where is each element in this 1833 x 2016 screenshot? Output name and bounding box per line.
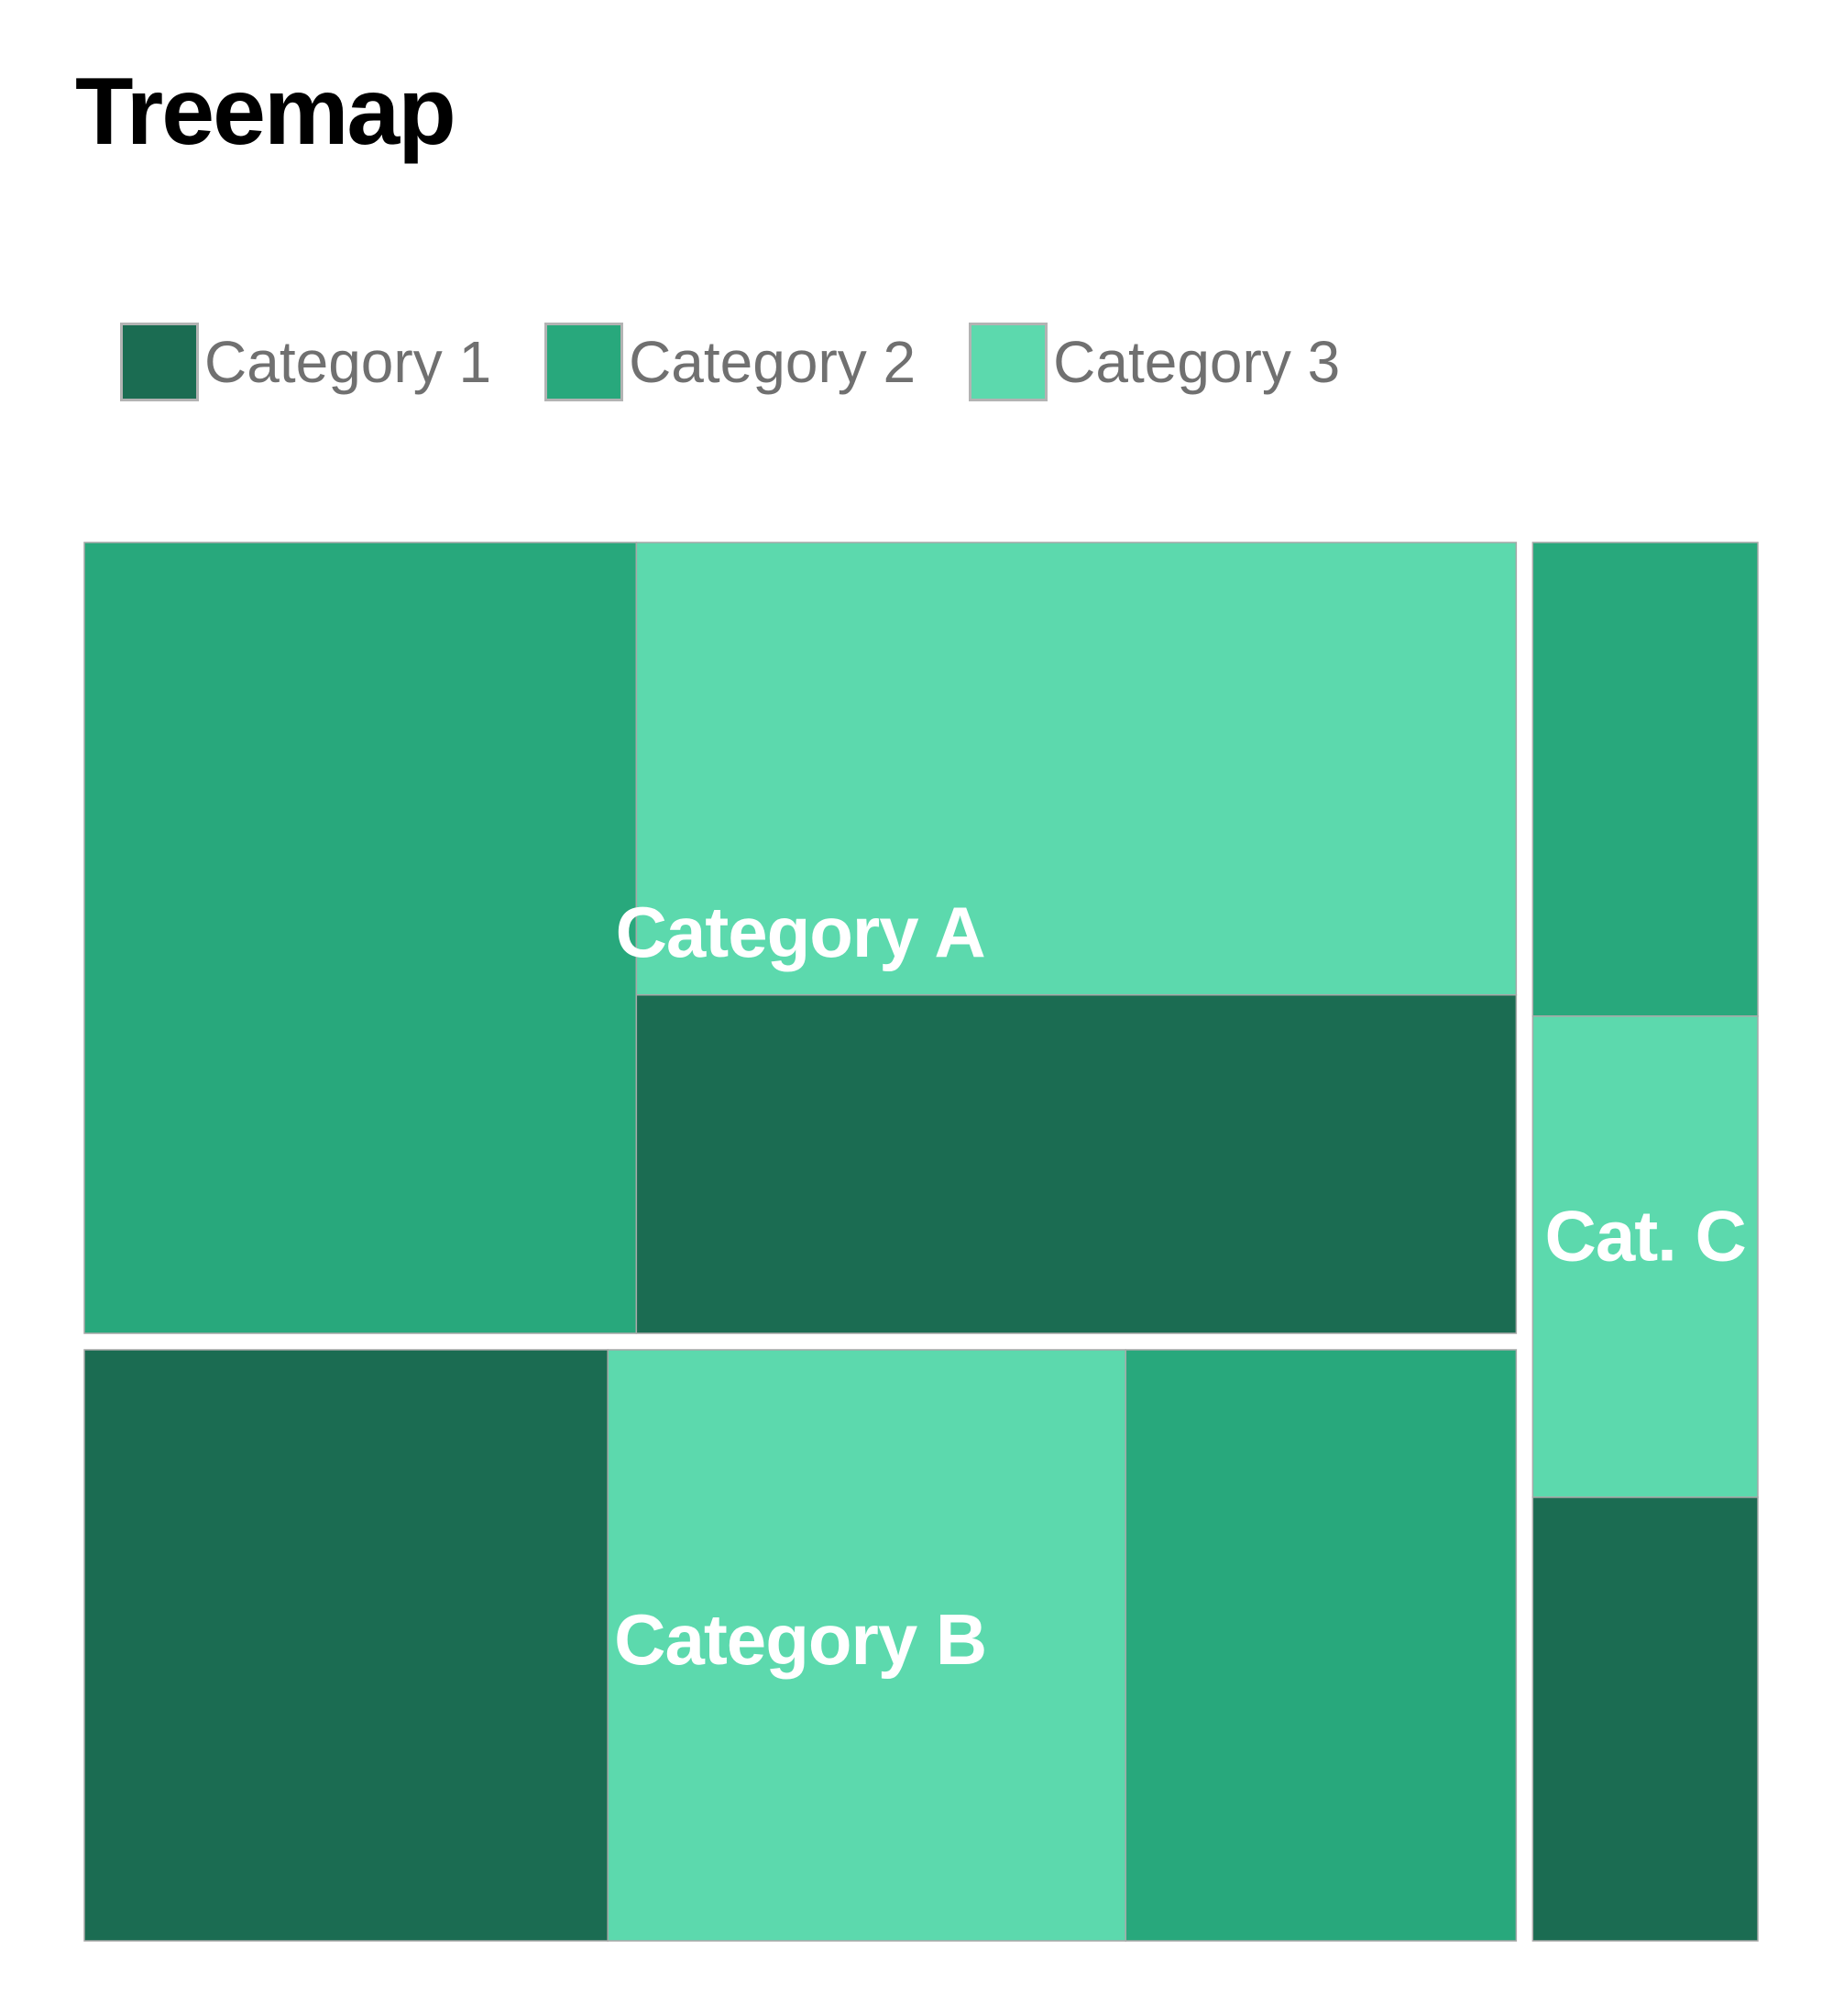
legend-label-category-2: Category 2 (629, 329, 916, 395)
cell-category-b-category-2[interactable] (1125, 1349, 1518, 1942)
cell-category-b-category-1[interactable] (83, 1349, 609, 1942)
legend-swatch-category-1 (120, 323, 199, 401)
cell-category-c-category-1[interactable] (1531, 1496, 1759, 1942)
legend-label-category-1: Category 1 (204, 329, 492, 395)
cell-category-a-category-2[interactable] (83, 542, 638, 1334)
group-label-category-b: Category B (614, 1599, 986, 1680)
legend-label-category-3: Category 3 (1053, 329, 1341, 395)
legend-swatch-category-2 (544, 323, 624, 401)
legend-item-category-2[interactable]: Category 2 (544, 323, 916, 401)
legend-swatch-category-3 (969, 323, 1048, 401)
cell-category-c-category-2[interactable] (1531, 542, 1759, 1017)
legend-item-category-3[interactable]: Category 3 (969, 323, 1340, 401)
cell-category-a-category-1[interactable] (635, 993, 1518, 1334)
cell-category-b-category-3[interactable] (607, 1349, 1127, 1942)
group-label-category-a: Category A (616, 892, 985, 972)
group-label-category-c: Cat. C (1544, 1196, 1745, 1276)
chart-title: Treemap (75, 59, 456, 165)
legend-item-category-1[interactable]: Category 1 (120, 323, 491, 401)
cell-category-a-category-3[interactable] (635, 542, 1518, 996)
legend: Category 1 Category 2 Category 3 (120, 323, 1340, 401)
